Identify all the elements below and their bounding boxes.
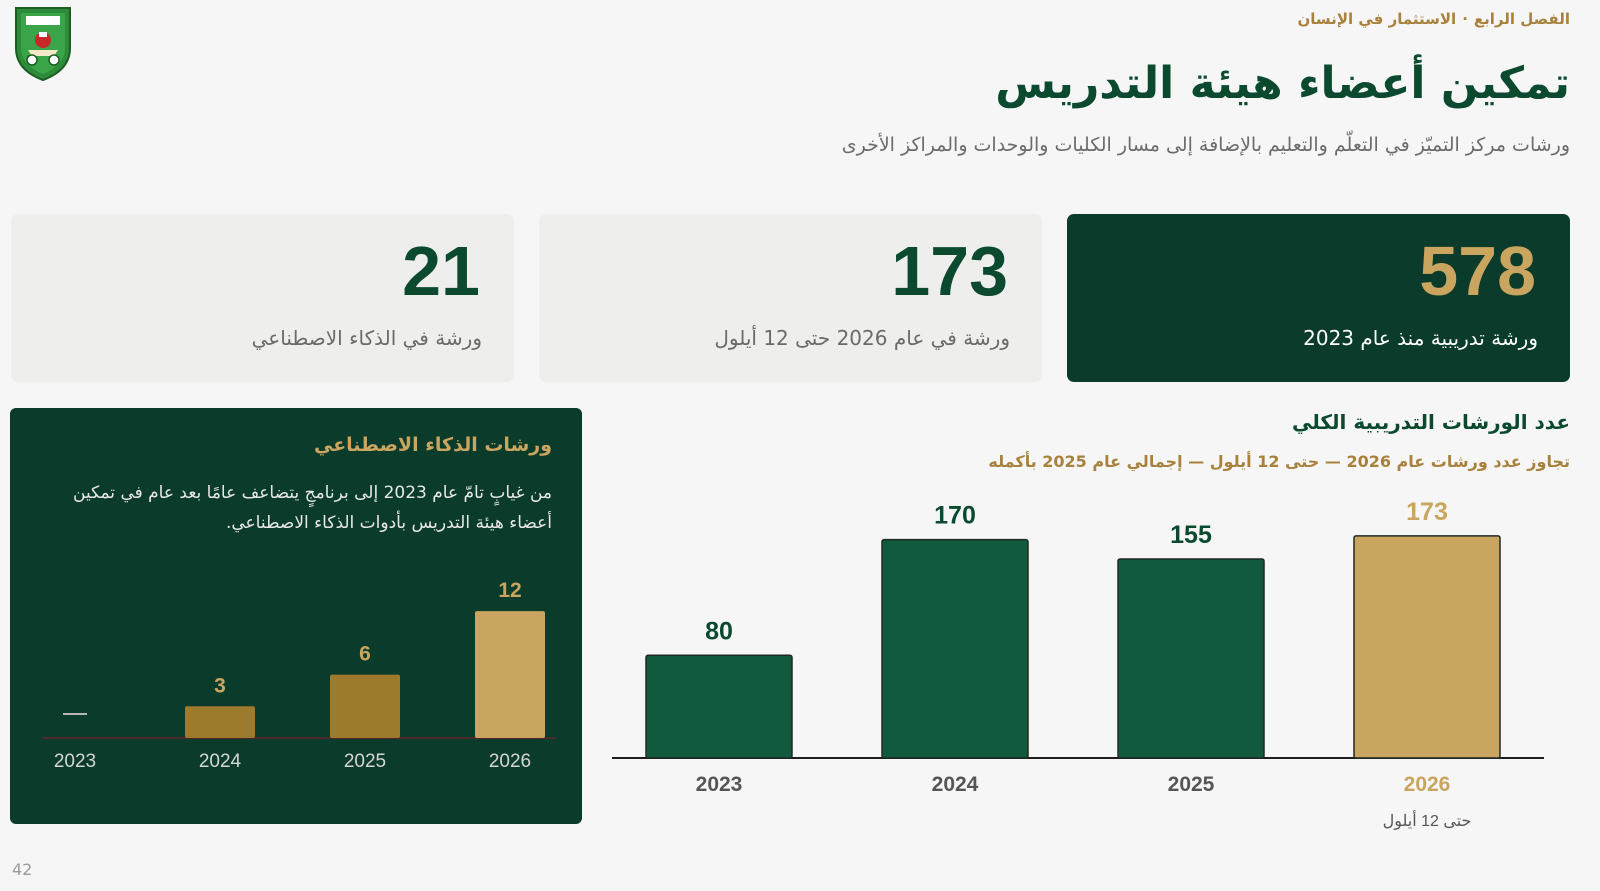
tick-label-2026: 2026 — [1404, 773, 1451, 796]
tick-label-2024: 2024 — [932, 773, 979, 796]
data-label-2025: 155 — [1170, 521, 1212, 549]
stat-label: ورشة في عام 2026 حتى 12 أيلول — [714, 326, 1010, 350]
data-label-2025: 6 — [359, 643, 371, 666]
tick-label-2026: 2026 — [489, 751, 531, 772]
university-crest-logo — [15, 7, 71, 82]
tick-label-2023: 2023 — [696, 773, 743, 796]
stat-value: 21 — [402, 232, 480, 310]
ai-workshops-panel: ورشات الذكاء الاصطناعي من غيابٍ تامّ عام… — [10, 408, 582, 824]
stat-card-total-workshops: 578 ورشة تدريبية منذ عام 2023 — [1067, 214, 1570, 382]
bar-2026 — [475, 611, 545, 738]
bar-2023 — [645, 654, 793, 759]
breadcrumb-chapter: الفصل الرابع — [1473, 10, 1570, 28]
data-label-2023: 80 — [705, 617, 733, 645]
page-subtitle: ورشات مركز التميّز في التعلّم والتعليم ب… — [841, 134, 1570, 156]
stat-card-2026-workshops: 173 ورشة في عام 2026 حتى 12 أيلول — [539, 214, 1042, 382]
total-workshops-bar-chart: 80 2023 170 2024 155 2025 173 2026 حتى 12 أيلول — [612, 498, 1544, 830]
page-number: 42 — [12, 860, 33, 879]
bar-2024 — [185, 706, 255, 738]
stat-value: 578 — [1419, 232, 1536, 310]
data-label-2024: 170 — [934, 502, 976, 530]
bar-2025 — [1117, 558, 1265, 759]
ai-workshops-bar-chart: 2023 3 2024 6 2025 12 2026 — [42, 579, 556, 772]
page-title: تمكين أعضاء هيئة التدريس — [995, 58, 1570, 109]
ai-panel-description: من غيابٍ تامّ عام 2023 إلى برنامجٍ يتضاع… — [73, 483, 552, 533]
bar-2025 — [330, 674, 400, 738]
stat-label: ورشة تدريبية منذ عام 2023 — [1303, 326, 1538, 350]
tick-label-2024: 2024 — [199, 751, 242, 772]
data-label-2026: 173 — [1406, 498, 1448, 526]
ai-panel-title: ورشات الذكاء الاصطناعي — [313, 434, 552, 456]
tick-label-2025: 2025 — [344, 751, 386, 772]
breadcrumb: الفصل الرابع · الاستثمار في الإنسان — [1297, 10, 1570, 28]
bar-2026 — [1353, 535, 1501, 759]
breadcrumb-separator: · — [1462, 10, 1468, 28]
breadcrumb-section: الاستثمار في الإنسان — [1297, 10, 1457, 28]
bar-2024 — [881, 538, 1029, 759]
tick-label-2025: 2025 — [1168, 773, 1215, 796]
tick-note-2026: حتى 12 أيلول — [1383, 810, 1472, 830]
stat-card-ai-workshops: 21 ورشة في الذكاء الاصطناعي — [11, 214, 514, 382]
main-chart-title: عدد الورشات التدريبية الكلي — [1291, 410, 1570, 434]
tick-label-2023: 2023 — [54, 751, 96, 772]
stat-value: 173 — [891, 232, 1008, 310]
data-label-2024: 3 — [214, 674, 226, 697]
data-label-2026: 12 — [498, 579, 521, 602]
stat-label: ورشة في الذكاء الاصطناعي — [251, 326, 482, 350]
main-chart-subtitle: تجاوز عدد ورشات عام 2026 — حتى 12 أيلول … — [988, 452, 1570, 471]
